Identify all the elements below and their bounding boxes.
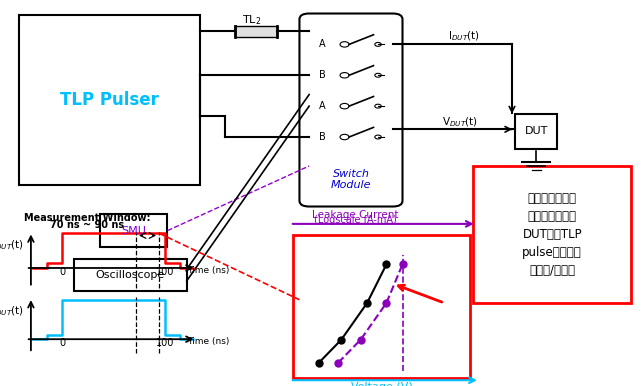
Bar [235,26,277,37]
Text: 70 ns ~ 90 ns: 70 ns ~ 90 ns [50,220,124,230]
Text: (Logscale fA-mA): (Logscale fA-mA) [314,215,396,225]
Text: A: A [319,101,325,111]
Text: 100: 100 [155,267,174,277]
Text: A: A [319,39,325,49]
Bar [74,259,187,291]
Text: Leakage Current: Leakage Current [312,210,398,220]
Text: Time (ns): Time (ns) [187,266,230,274]
Text: SMU: SMU [121,226,146,235]
Text: Voltage (V): Voltage (V) [351,382,412,386]
Bar [515,114,557,149]
FancyBboxPatch shape [299,14,402,207]
Text: DUT: DUT [524,126,548,136]
Text: Time (ns): Time (ns) [187,337,230,346]
Text: I$_{DUT}$(t): I$_{DUT}$(t) [448,30,480,44]
Bar [293,235,470,378]
Text: Measurement Window:: Measurement Window: [24,213,150,223]
Text: V$_{DUT}$(t): V$_{DUT}$(t) [0,305,24,318]
Text: B: B [319,70,325,80]
Text: V$_{DUT}$(t): V$_{DUT}$(t) [442,115,478,129]
Text: 0: 0 [59,338,65,348]
Text: 漏电流曲线出现
明显偏折，说明
DUT在该TLP
pulse作用下发
生损伤/损坏。: 漏电流曲线出现 明显偏折，说明 DUT在该TLP pulse作用下发 生损伤/损… [522,192,582,277]
Bar [100,214,167,247]
Text: B: B [319,132,325,142]
Bar [19,15,200,185]
Text: TL$_2$: TL$_2$ [242,14,261,27]
Text: 100: 100 [155,338,174,348]
Text: 0: 0 [59,267,65,277]
Text: Switch
Module: Switch Module [331,169,371,190]
Text: TLP Pulser: TLP Pulser [60,91,159,109]
Text: I$_{DUT}$(t): I$_{DUT}$(t) [0,239,24,252]
Bar [473,166,631,303]
Text: Oscilloscope: Oscilloscope [96,270,165,280]
